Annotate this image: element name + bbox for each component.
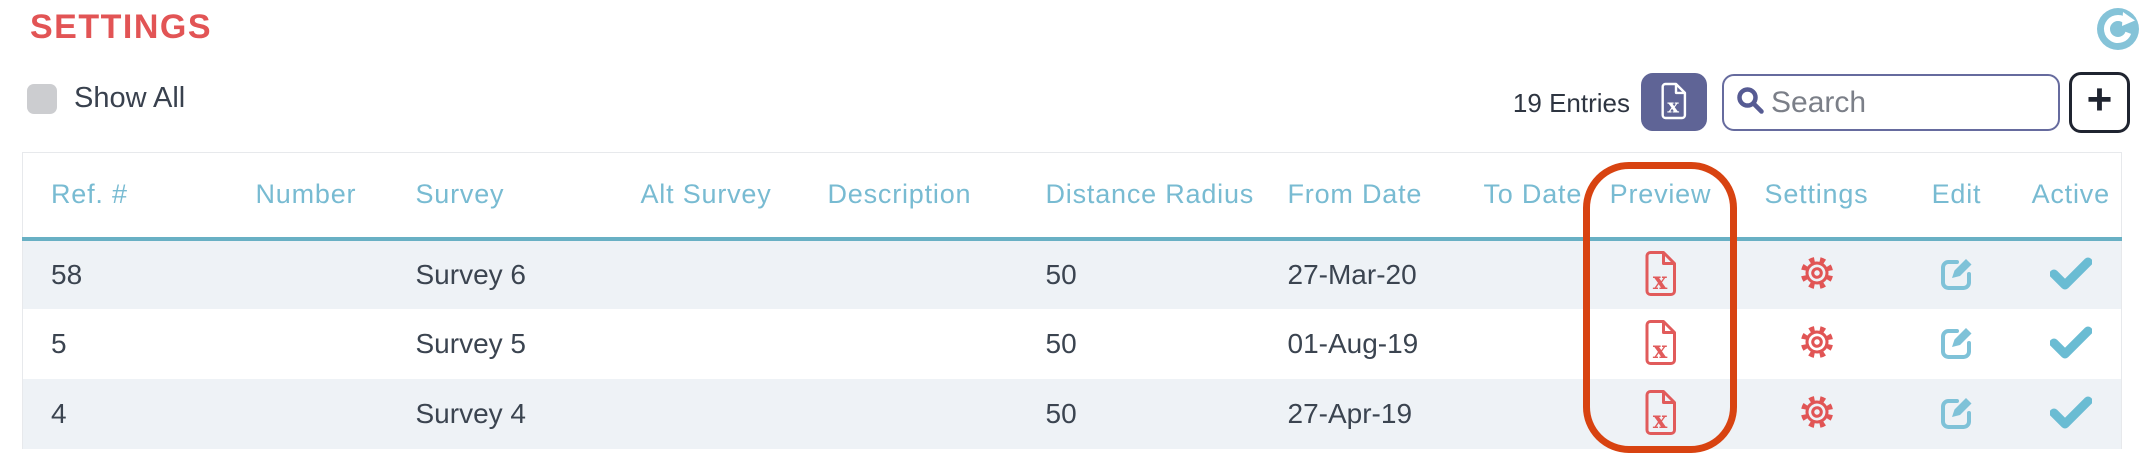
gear-icon — [1798, 323, 1836, 364]
edit-cell — [1893, 379, 2021, 449]
checkmark-icon — [2049, 396, 2093, 432]
to-date-cell — [1456, 239, 1581, 309]
search-box — [1722, 74, 2060, 131]
settings-cell — [1741, 309, 1893, 379]
gear-icon — [1798, 254, 1836, 295]
active-cell — [2021, 379, 2122, 449]
column-header-survey: Survey — [387, 152, 613, 241]
table-row: 4 Survey 4 50 27-Apr-19 x — [22, 378, 2122, 449]
table-header-row: Ref. # Number Survey Alt Survey Descript… — [22, 152, 2122, 241]
ref-cell: 5 — [51, 327, 67, 359]
row-settings-button[interactable] — [1798, 254, 1836, 295]
ref-cell: 58 — [51, 258, 83, 290]
table-row: 58 Survey 6 50 27-Mar-20 x — [22, 238, 2122, 309]
svg-text:x: x — [1652, 266, 1667, 295]
column-header-alt-survey: Alt Survey — [612, 152, 800, 241]
preview-button[interactable]: x — [1643, 250, 1679, 300]
active-toggle[interactable] — [2049, 396, 2093, 432]
excel-file-icon: x — [1643, 319, 1679, 369]
preview-cell: x — [1581, 379, 1741, 449]
row-edit-button[interactable] — [1937, 253, 1977, 296]
entries-count: 19 Entries — [1512, 88, 1630, 118]
refresh-icon — [2096, 8, 2140, 54]
number-cell — [228, 379, 388, 449]
row-edit-button[interactable] — [1937, 392, 1977, 435]
show-all-checkbox[interactable] — [27, 83, 57, 114]
edit-pencil-icon — [1937, 253, 1977, 296]
excel-export-button[interactable]: x — [1641, 73, 1707, 131]
ref-cell: 4 — [51, 397, 67, 429]
row-settings-button[interactable] — [1798, 323, 1836, 364]
active-cell — [2021, 309, 2122, 379]
number-cell — [228, 239, 388, 309]
from-date-cell: 01-Aug-19 — [1287, 327, 1419, 359]
column-header-number: Number — [227, 152, 388, 241]
gear-icon — [1798, 393, 1836, 434]
survey-cell: Survey 6 — [415, 258, 527, 290]
page-title: SETTINGS — [30, 8, 213, 46]
to-date-cell — [1456, 379, 1581, 449]
edit-pencil-icon — [1937, 322, 1977, 365]
svg-text:x: x — [1652, 335, 1667, 364]
column-header-settings: Settings — [1740, 152, 1893, 241]
number-cell — [228, 309, 388, 379]
checkmark-icon — [2049, 326, 2093, 362]
svg-text:x: x — [1652, 405, 1667, 434]
settings-cell — [1741, 379, 1893, 449]
active-cell — [2021, 239, 2122, 309]
to-date-cell — [1456, 309, 1581, 379]
edit-pencil-icon — [1937, 392, 1977, 435]
alt-survey-cell — [613, 239, 800, 309]
plus-icon: + — [2086, 74, 2113, 124]
row-edit-button[interactable] — [1937, 322, 1977, 365]
column-header-preview: Preview — [1580, 152, 1741, 241]
column-header-edit: Edit — [1892, 152, 2021, 241]
add-button[interactable]: + — [2069, 72, 2130, 133]
edit-cell — [1893, 309, 2021, 379]
checkmark-icon — [2049, 257, 2093, 293]
column-header-distance-radius: Distance Radius — [1017, 152, 1260, 241]
edit-cell — [1893, 239, 2021, 309]
column-header-to-date: To Date — [1455, 152, 1581, 241]
survey-cell: Survey 4 — [415, 397, 527, 429]
alt-survey-cell — [613, 309, 800, 379]
from-date-cell: 27-Apr-19 — [1287, 397, 1413, 429]
settings-table: Ref. # Number Survey Alt Survey Descript… — [22, 152, 2122, 449]
preview-cell: x — [1581, 309, 1741, 379]
show-all-label: Show All — [74, 82, 186, 114]
active-toggle[interactable] — [2049, 326, 2093, 362]
excel-file-icon: x — [1643, 389, 1679, 439]
column-header-from-date: From Date — [1259, 152, 1456, 241]
table-row: 5 Survey 5 50 01-Aug-19 x — [22, 308, 2122, 379]
column-header-active: Active — [2020, 152, 2122, 241]
preview-button[interactable]: x — [1643, 319, 1679, 369]
preview-button[interactable]: x — [1643, 389, 1679, 439]
distance-radius-cell: 50 — [1045, 258, 1077, 290]
svg-text:x: x — [1667, 94, 1679, 117]
excel-file-icon: x — [1643, 250, 1679, 300]
search-icon — [1736, 86, 1765, 120]
column-header-ref: Ref. # — [22, 152, 228, 241]
excel-export-icon: x — [1659, 82, 1689, 123]
from-date-cell: 27-Mar-20 — [1287, 258, 1417, 290]
description-cell — [800, 379, 1018, 449]
distance-radius-cell: 50 — [1045, 327, 1077, 359]
row-settings-button[interactable] — [1798, 393, 1836, 434]
column-header-description: Description — [799, 152, 1018, 241]
survey-cell: Survey 5 — [415, 327, 527, 359]
refresh-button[interactable] — [2096, 7, 2140, 51]
description-cell — [800, 239, 1018, 309]
description-cell — [800, 309, 1018, 379]
show-all-control: Show All — [27, 82, 185, 115]
active-toggle[interactable] — [2049, 257, 2093, 293]
settings-cell — [1741, 239, 1893, 309]
alt-survey-cell — [613, 379, 800, 449]
distance-radius-cell: 50 — [1045, 397, 1077, 429]
search-input[interactable] — [1771, 85, 2041, 120]
preview-cell: x — [1581, 239, 1741, 309]
